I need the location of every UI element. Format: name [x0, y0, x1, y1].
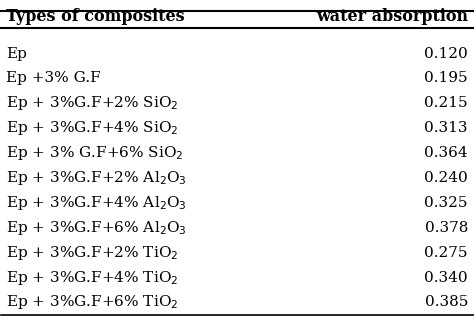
- Text: Ep + 3%G.F+6% TiO$_2$: Ep + 3%G.F+6% TiO$_2$: [6, 293, 179, 311]
- Text: Ep + 3%G.F+6% Al$_2$O$_3$: Ep + 3%G.F+6% Al$_2$O$_3$: [6, 219, 187, 237]
- Text: 0.240: 0.240: [424, 171, 468, 185]
- Text: Ep + 3%G.F+4% Al$_2$O$_3$: Ep + 3%G.F+4% Al$_2$O$_3$: [6, 194, 187, 212]
- Text: water absorption: water absorption: [316, 8, 468, 25]
- Text: Ep + 3%G.F+2% Al$_2$O$_3$: Ep + 3%G.F+2% Al$_2$O$_3$: [6, 169, 187, 187]
- Text: 0.378: 0.378: [425, 221, 468, 235]
- Text: Ep +3% G.F: Ep +3% G.F: [6, 72, 101, 85]
- Text: 0.275: 0.275: [424, 246, 468, 260]
- Text: Ep + 3%G.F+4% SiO$_2$: Ep + 3%G.F+4% SiO$_2$: [6, 119, 179, 137]
- Text: 0.364: 0.364: [424, 146, 468, 160]
- Text: Ep + 3% G.F+6% SiO$_2$: Ep + 3% G.F+6% SiO$_2$: [6, 144, 183, 162]
- Text: Ep + 3%G.F+2% SiO$_2$: Ep + 3%G.F+2% SiO$_2$: [6, 94, 179, 112]
- Text: 0.120: 0.120: [424, 47, 468, 61]
- Text: 0.313: 0.313: [424, 121, 468, 135]
- Text: 0.385: 0.385: [425, 295, 468, 309]
- Text: Ep + 3%G.F+2% TiO$_2$: Ep + 3%G.F+2% TiO$_2$: [6, 244, 179, 262]
- Text: Ep: Ep: [6, 47, 27, 61]
- Text: 0.325: 0.325: [424, 196, 468, 210]
- Text: Ep + 3%G.F+4% TiO$_2$: Ep + 3%G.F+4% TiO$_2$: [6, 269, 179, 287]
- Text: Types of composites: Types of composites: [6, 8, 185, 25]
- Text: 0.195: 0.195: [424, 72, 468, 85]
- Text: 0.215: 0.215: [424, 96, 468, 110]
- Text: 0.340: 0.340: [424, 271, 468, 284]
